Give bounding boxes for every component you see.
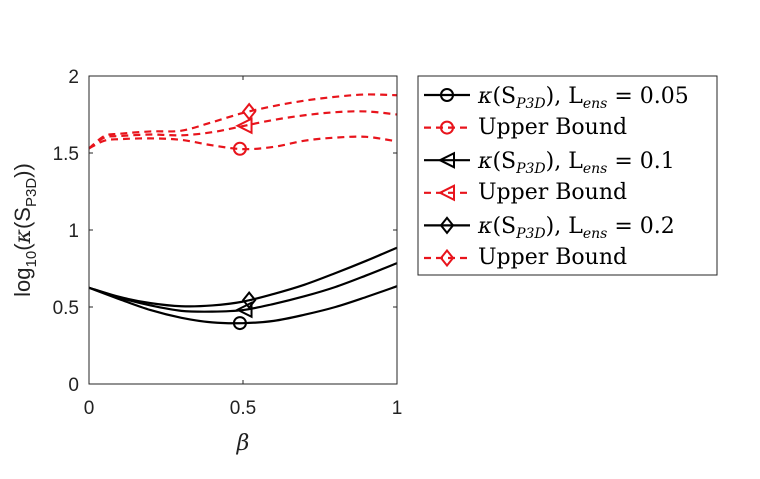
series-line-1 — [88, 285, 398, 325]
legend-marker-4 — [437, 184, 455, 202]
y-label-prefix-sub: 10 — [23, 251, 40, 268]
series-marker-4 — [235, 117, 253, 135]
legend-label-3: κ(SP3D), Lens = 0.1 — [477, 149, 675, 177]
legend-label-4: Upper Bound — [478, 180, 627, 205]
y-tick-label-4: 1.5 — [53, 144, 79, 165]
legend-label-1: κ(SP3D), Lens = 0.05 — [477, 84, 689, 112]
legend-label-6: Upper Bound — [478, 245, 627, 270]
x-tick-label-1: 0 — [84, 398, 95, 419]
y-tick-label-2: 0.5 — [53, 298, 79, 319]
legend-label-5: κ(SP3D), Lens = 0.2 — [477, 214, 675, 242]
y-tick-label-1: 0 — [68, 375, 79, 396]
series-line-4 — [88, 110, 398, 150]
legend-label-2: Upper Bound — [478, 115, 627, 140]
series-line-2 — [88, 135, 398, 151]
legend-box — [417, 75, 718, 276]
legend-marker-2 — [440, 120, 454, 135]
series-line-5 — [88, 246, 398, 308]
axis-ticks — [88, 75, 398, 385]
series-marker-3 — [235, 301, 253, 319]
legend-marker-1 — [440, 88, 454, 102]
y-tick-label-3: 1 — [68, 221, 79, 242]
x-tick-label-2: 0.5 — [230, 398, 256, 419]
series-marker-1 — [232, 316, 247, 331]
series-marker-5 — [241, 290, 257, 310]
legend-samples — [424, 88, 470, 268]
y-label-arg: (S — [10, 207, 35, 229]
y-label-close: )) — [10, 163, 35, 178]
x-axis-label: β — [236, 431, 250, 456]
series-marker-6 — [241, 102, 257, 121]
series-marker-2 — [232, 141, 247, 156]
y-axis-label: log10(κ(SP3D)) — [10, 163, 40, 297]
y-label-arg-sub: P3D — [23, 178, 40, 207]
tick-labels: 0 0.5 1 0 0.5 1 1.5 2 — [53, 67, 403, 419]
plot-markers — [232, 102, 257, 331]
legend: κ(SP3D), Lens = 0.05 Upper Bound κ(SP3D)… — [417, 75, 718, 276]
legend-marker-3 — [437, 151, 455, 169]
legend-marker-6 — [439, 248, 455, 268]
y-label-prefix: log — [10, 267, 35, 296]
series-line-3 — [88, 262, 398, 313]
y-label-open: ( — [10, 243, 35, 251]
series-line-6 — [88, 93, 398, 150]
y-label-kappa: κ — [11, 228, 36, 244]
x-tick-label-3: 1 — [392, 398, 403, 419]
plot-lines — [88, 93, 398, 325]
legend-marker-5 — [439, 216, 455, 235]
y-tick-label-5: 2 — [68, 67, 79, 88]
